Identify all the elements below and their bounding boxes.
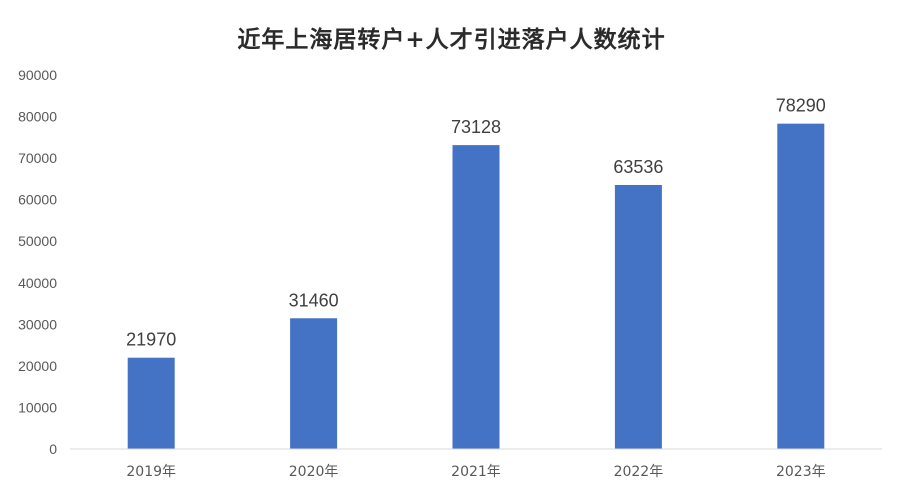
y-tick-label: 30000 [18,316,57,332]
bar [452,145,500,449]
y-tick-label: 20000 [18,358,57,374]
x-tick-label: 2020年 [289,464,339,480]
data-label: 63536 [613,157,663,177]
y-tick-label: 0 [49,441,57,457]
bar [777,123,825,449]
y-tick-label: 80000 [18,109,57,125]
y-tick-label: 50000 [18,233,57,249]
x-tick-label: 2021年 [451,464,501,480]
bar [127,357,175,449]
bars [127,123,825,449]
y-tick-label: 70000 [18,150,57,166]
y-tick-label: 10000 [18,399,57,415]
bar [614,184,662,449]
data-label: 21970 [126,330,176,350]
x-axis-labels: 2019年 2020年 2021年 2022年 2023年 [126,464,825,480]
y-tick-label: 40000 [18,275,57,291]
x-tick-label: 2023年 [776,464,826,480]
y-tick-label: 60000 [18,192,57,208]
data-label: 78290 [776,96,826,116]
y-axis-labels: 0 10000 20000 30000 40000 50000 60000 70000 8000… [18,67,57,457]
data-labels: 21970 31460 73128 63536 78290 [126,96,826,350]
data-label: 31460 [289,290,339,310]
y-tick-label: 90000 [18,67,57,83]
chart-title: 近年上海居转户+人才引进落户人数统计 [237,26,666,53]
data-label: 73128 [451,117,501,137]
x-tick-label: 2022年 [614,464,664,480]
bar [290,318,338,449]
x-tick-label: 2019年 [126,464,176,480]
